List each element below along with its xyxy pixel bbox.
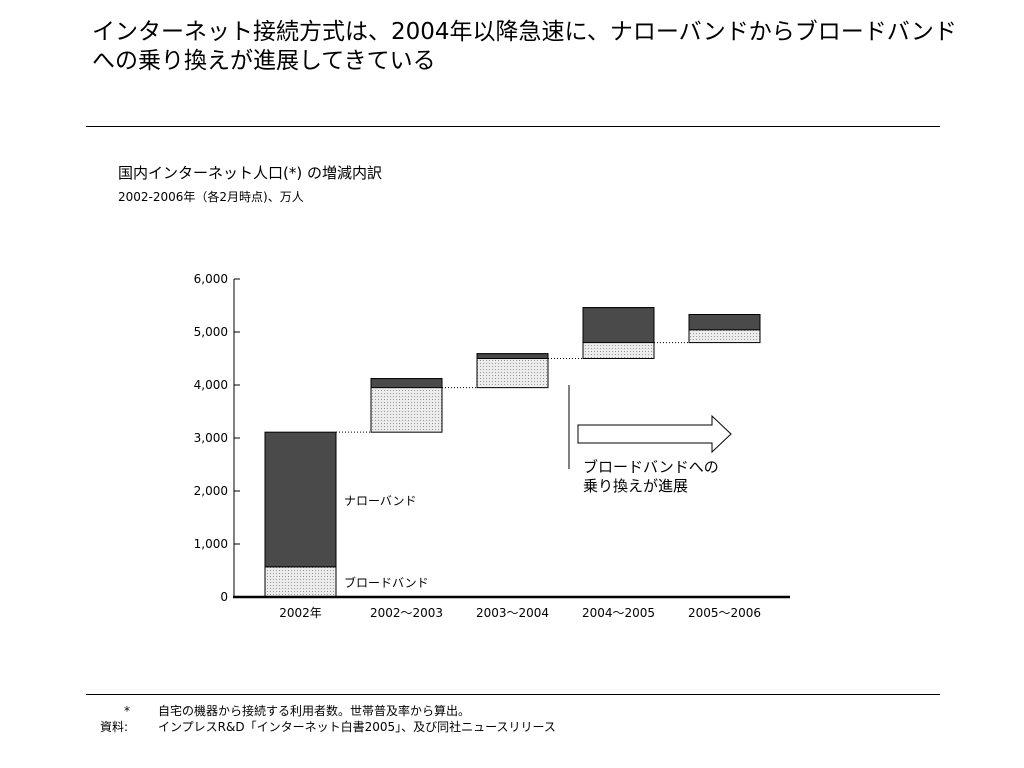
footnote-mark: * — [124, 704, 130, 718]
broadband-segment — [264, 566, 337, 598]
top-divider — [86, 126, 940, 127]
y-tick-label: 4,000 — [194, 378, 228, 392]
narrowband-segment — [264, 431, 337, 568]
broadband-segment — [476, 353, 549, 389]
source-text: インプレスR&D「インターネット白書2005」、及び同社ニュースリリース — [158, 720, 556, 734]
x-tick-label: 2002年 — [279, 606, 322, 620]
y-tick-label: 2,000 — [194, 484, 228, 498]
y-tick-label: 1,000 — [194, 537, 228, 551]
broadband-label: ブロードバンド — [344, 575, 429, 590]
annotation-text: 乗り換えが進展 — [583, 477, 688, 495]
footnote-source: 資料: インプレスR&D「インターネット白書2005」、及び同社ニュースリリース — [96, 719, 556, 735]
footnotes: * 自宅の機器から接続する利用者数。世帯普及率から算出。 資料: インプレスR&… — [96, 703, 556, 735]
y-tick-label: 5,000 — [194, 325, 228, 339]
narrowband-segment — [476, 353, 549, 360]
annotation-text: ブロードバンドへの — [583, 458, 719, 476]
headline: インターネット接続方式は、2004年以降急速に、ナローバンドからブロードバンドへ… — [92, 19, 957, 74]
footnote-asterisk: * 自宅の機器から接続する利用者数。世帯普及率から算出。 — [96, 703, 556, 719]
source-mark: 資料: — [100, 720, 129, 734]
right-arrow-icon — [577, 414, 732, 454]
x-tick-label: 2005～2006 — [688, 606, 761, 620]
chart-subtitle: 2002-2006年（各2月時点)、万人 — [118, 190, 304, 204]
bottom-divider — [86, 694, 940, 695]
narrowband-label: ナローバンド — [344, 494, 416, 508]
footnote-text: 自宅の機器から接続する利用者数。世帯普及率から算出。 — [158, 704, 471, 718]
y-tick-label: 0 — [220, 590, 228, 604]
y-tick-label: 6,000 — [194, 272, 228, 286]
narrowband-segment — [688, 314, 761, 331]
x-tick-label: 2002～2003 — [370, 606, 443, 620]
x-tick-label: 2004～2005 — [582, 606, 655, 620]
y-tick-label: 3,000 — [194, 431, 228, 445]
narrowband-segment — [370, 378, 443, 389]
chart-title: 国内インターネット人口(*) の増減内訳 — [118, 164, 382, 182]
x-tick-label: 2003～2004 — [476, 606, 549, 620]
narrowband-segment — [582, 307, 655, 344]
